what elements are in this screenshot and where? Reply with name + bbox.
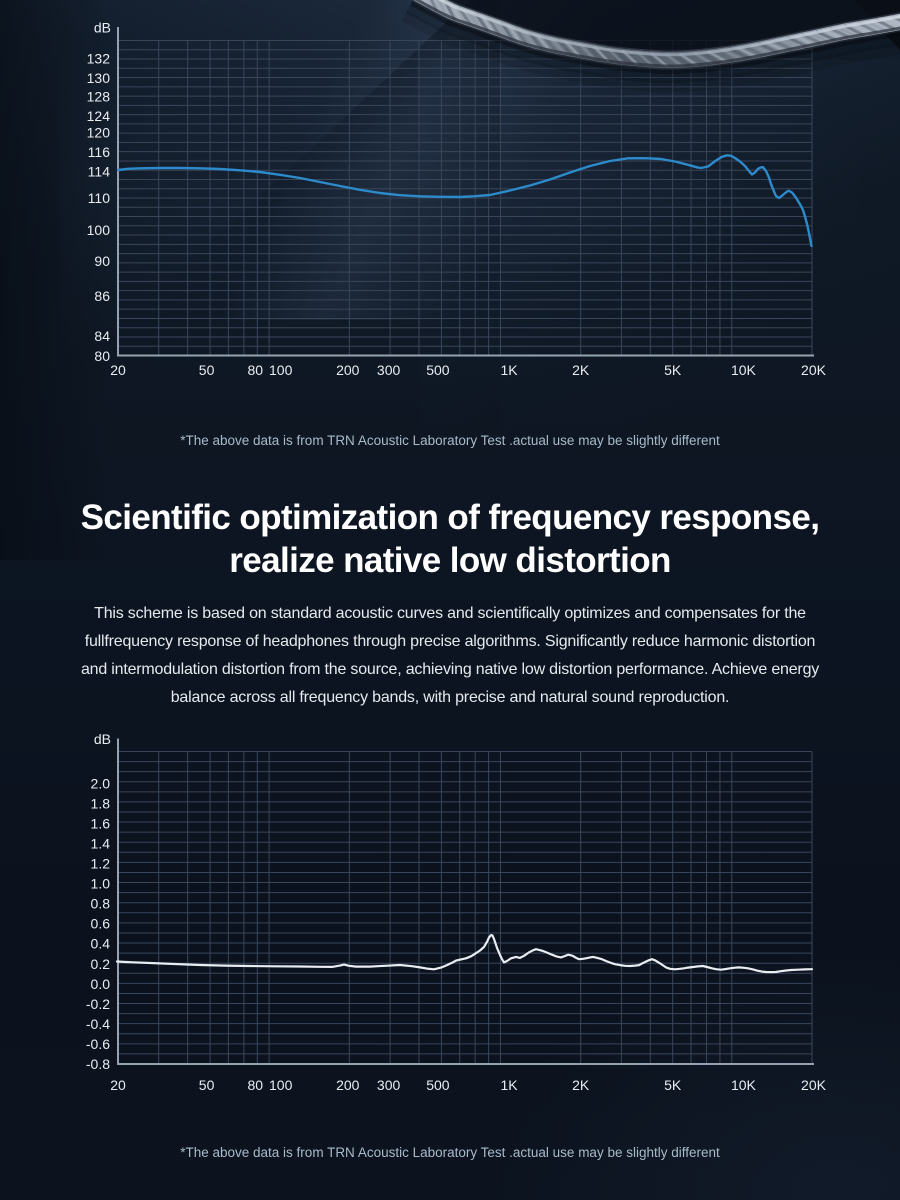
svg-text:20: 20 [110, 362, 126, 378]
svg-text:124: 124 [87, 108, 111, 124]
svg-text:10K: 10K [731, 1077, 757, 1093]
svg-text:dB: dB [94, 731, 111, 747]
svg-text:0.6: 0.6 [91, 916, 111, 932]
svg-text:0.8: 0.8 [91, 896, 111, 912]
svg-text:132: 132 [87, 51, 111, 67]
svg-text:-0.4: -0.4 [86, 1016, 110, 1032]
svg-text:1.6: 1.6 [91, 816, 111, 832]
svg-text:-0.6: -0.6 [86, 1036, 110, 1052]
svg-text:1.0: 1.0 [91, 876, 111, 892]
svg-text:300: 300 [377, 1077, 401, 1093]
svg-text:128: 128 [87, 89, 111, 105]
svg-text:100: 100 [87, 222, 111, 238]
svg-text:20: 20 [110, 1077, 126, 1093]
svg-text:5K: 5K [664, 1077, 682, 1093]
svg-text:110: 110 [88, 190, 111, 206]
svg-text:300: 300 [377, 362, 401, 378]
svg-text:0.0: 0.0 [91, 976, 111, 992]
svg-text:50: 50 [199, 1077, 215, 1093]
svg-text:dB: dB [94, 20, 111, 36]
svg-text:1K: 1K [500, 1077, 518, 1093]
svg-text:120: 120 [87, 125, 111, 141]
svg-text:-0.2: -0.2 [86, 996, 110, 1012]
svg-text:500: 500 [426, 1077, 450, 1093]
svg-text:100: 100 [269, 1077, 293, 1093]
svg-text:116: 116 [88, 144, 111, 160]
svg-text:0.2: 0.2 [91, 956, 111, 972]
svg-text:1K: 1K [500, 362, 518, 378]
svg-text:5K: 5K [664, 362, 682, 378]
svg-text:200: 200 [336, 1077, 360, 1093]
svg-text:50: 50 [199, 362, 215, 378]
svg-text:90: 90 [94, 253, 110, 269]
svg-text:200: 200 [336, 362, 360, 378]
svg-text:84: 84 [94, 328, 110, 344]
svg-text:1.8: 1.8 [91, 796, 111, 812]
svg-text:500: 500 [426, 362, 450, 378]
svg-text:1.2: 1.2 [91, 856, 111, 872]
svg-text:-0.8: -0.8 [86, 1056, 110, 1072]
svg-text:10K: 10K [731, 362, 757, 378]
svg-text:80: 80 [248, 362, 264, 378]
svg-text:2.0: 2.0 [91, 776, 111, 792]
svg-text:2K: 2K [572, 362, 590, 378]
svg-text:130: 130 [87, 70, 111, 86]
svg-text:86: 86 [94, 288, 110, 304]
svg-text:80: 80 [94, 348, 110, 364]
svg-text:20K: 20K [801, 1077, 827, 1093]
svg-text:0.4: 0.4 [91, 936, 111, 952]
svg-text:100: 100 [269, 362, 293, 378]
svg-text:114: 114 [88, 164, 111, 180]
svg-text:80: 80 [248, 1077, 264, 1093]
svg-text:20K: 20K [801, 362, 827, 378]
svg-text:1.4: 1.4 [91, 836, 111, 852]
svg-text:2K: 2K [572, 1077, 590, 1093]
